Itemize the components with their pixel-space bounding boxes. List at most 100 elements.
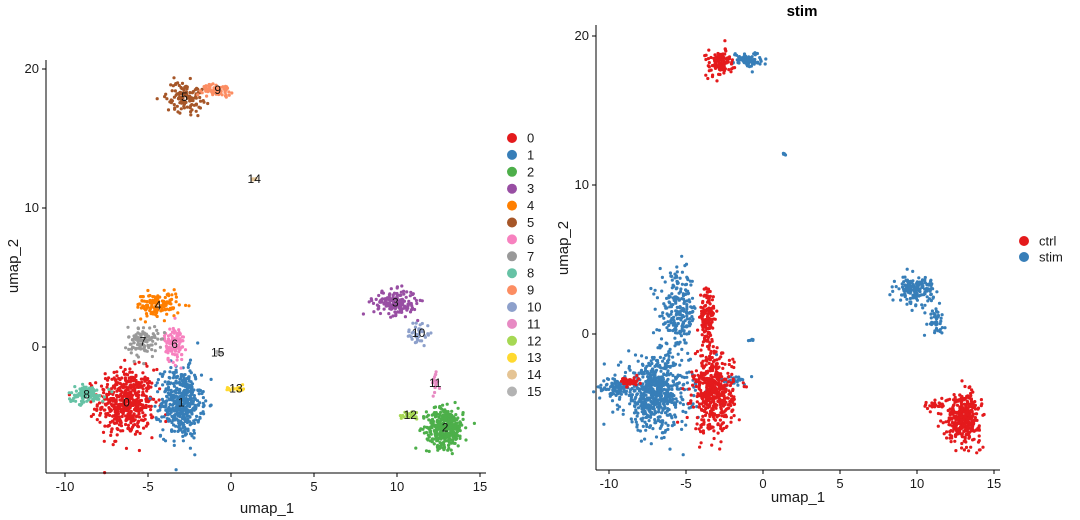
cell-point [173, 409, 177, 413]
cell-point [729, 62, 734, 66]
cell-point [111, 414, 115, 418]
x-tick-label: 0 [759, 476, 766, 491]
cell-point [176, 429, 180, 433]
cell-point [660, 423, 664, 427]
cell-point [449, 428, 453, 433]
cell-point [950, 436, 954, 440]
cell-point [971, 428, 975, 433]
cell-point [119, 365, 123, 369]
cell-point [611, 377, 615, 381]
cell-point [658, 402, 662, 406]
legend-swatch [507, 318, 517, 329]
cell-point [178, 389, 182, 393]
cell-point [429, 421, 433, 425]
cell-point [731, 66, 735, 70]
cell-point [175, 404, 179, 408]
cell-point [941, 421, 945, 425]
cell-point [114, 378, 118, 382]
cell-point [169, 302, 173, 306]
cell-point [174, 93, 178, 97]
cell-point [142, 426, 146, 430]
cell-point [144, 349, 148, 353]
cell-point [211, 82, 215, 86]
cell-point [676, 387, 680, 391]
cell-point [221, 85, 225, 89]
cell-point [732, 414, 736, 418]
cell-point [128, 398, 132, 402]
cell-point [135, 391, 139, 395]
cell-point [718, 375, 722, 379]
cell-point [165, 312, 169, 316]
cell-point [107, 399, 111, 403]
cell-point [722, 71, 726, 75]
cell-point [184, 377, 188, 382]
cell-point [152, 368, 156, 372]
cell-point [199, 411, 203, 415]
cell-point [193, 397, 197, 401]
cell-point [938, 322, 942, 326]
cell-point [137, 360, 141, 364]
cell-point [102, 439, 106, 443]
cell-point [180, 91, 184, 95]
cell-point [701, 301, 705, 305]
cell-point [155, 314, 159, 319]
cell-point [718, 401, 722, 405]
cell-point [188, 423, 192, 427]
cell-point [172, 373, 176, 377]
cell-point [727, 68, 731, 72]
cell-point [251, 177, 255, 181]
cell-point [670, 392, 674, 396]
cell-point [146, 400, 150, 404]
cell-point [143, 333, 147, 337]
cell-point [163, 370, 167, 374]
cell-point [433, 405, 438, 409]
cell-point [918, 293, 922, 297]
cell-point [190, 103, 194, 107]
cell-point [418, 323, 422, 327]
cell-point [939, 419, 943, 423]
cell-point [891, 298, 895, 302]
cell-point [109, 430, 113, 434]
cell-point [119, 424, 124, 428]
cell-point [103, 377, 108, 381]
cell-point [115, 419, 119, 423]
cell-point [426, 413, 430, 417]
cell-point [644, 366, 648, 370]
cell-point [726, 60, 730, 64]
cell-point [380, 298, 384, 302]
cell-point [175, 358, 179, 362]
cell-point [112, 407, 117, 411]
cell-point [654, 435, 659, 439]
legend-swatch [507, 285, 517, 296]
cell-point [719, 411, 723, 415]
cell-point [706, 287, 711, 291]
cell-point [172, 416, 177, 420]
cell-point [111, 392, 115, 396]
cell-point [700, 354, 705, 358]
cell-point [705, 359, 709, 363]
cell-point [136, 399, 140, 403]
cell-point [678, 329, 682, 333]
legend-swatch [507, 386, 517, 397]
cell-point [646, 375, 650, 379]
cell-point [653, 288, 657, 292]
cell-point [394, 296, 399, 300]
cell-point [655, 296, 660, 300]
cell-point [714, 382, 718, 386]
cell-point [142, 337, 147, 341]
cell-point [670, 398, 675, 402]
cell-point [225, 386, 230, 390]
cell-point [660, 275, 665, 279]
cell-point [402, 292, 406, 296]
cell-point [158, 419, 162, 423]
cell-point [657, 386, 661, 390]
cell-point [415, 336, 419, 340]
cell-point [973, 416, 978, 420]
cell-point [670, 400, 674, 405]
cluster-label: 4 [155, 298, 162, 312]
cell-point [708, 294, 713, 298]
cell-point [389, 287, 393, 291]
cell-point [91, 412, 95, 417]
cell-point [714, 56, 718, 60]
cell-point [657, 389, 661, 393]
